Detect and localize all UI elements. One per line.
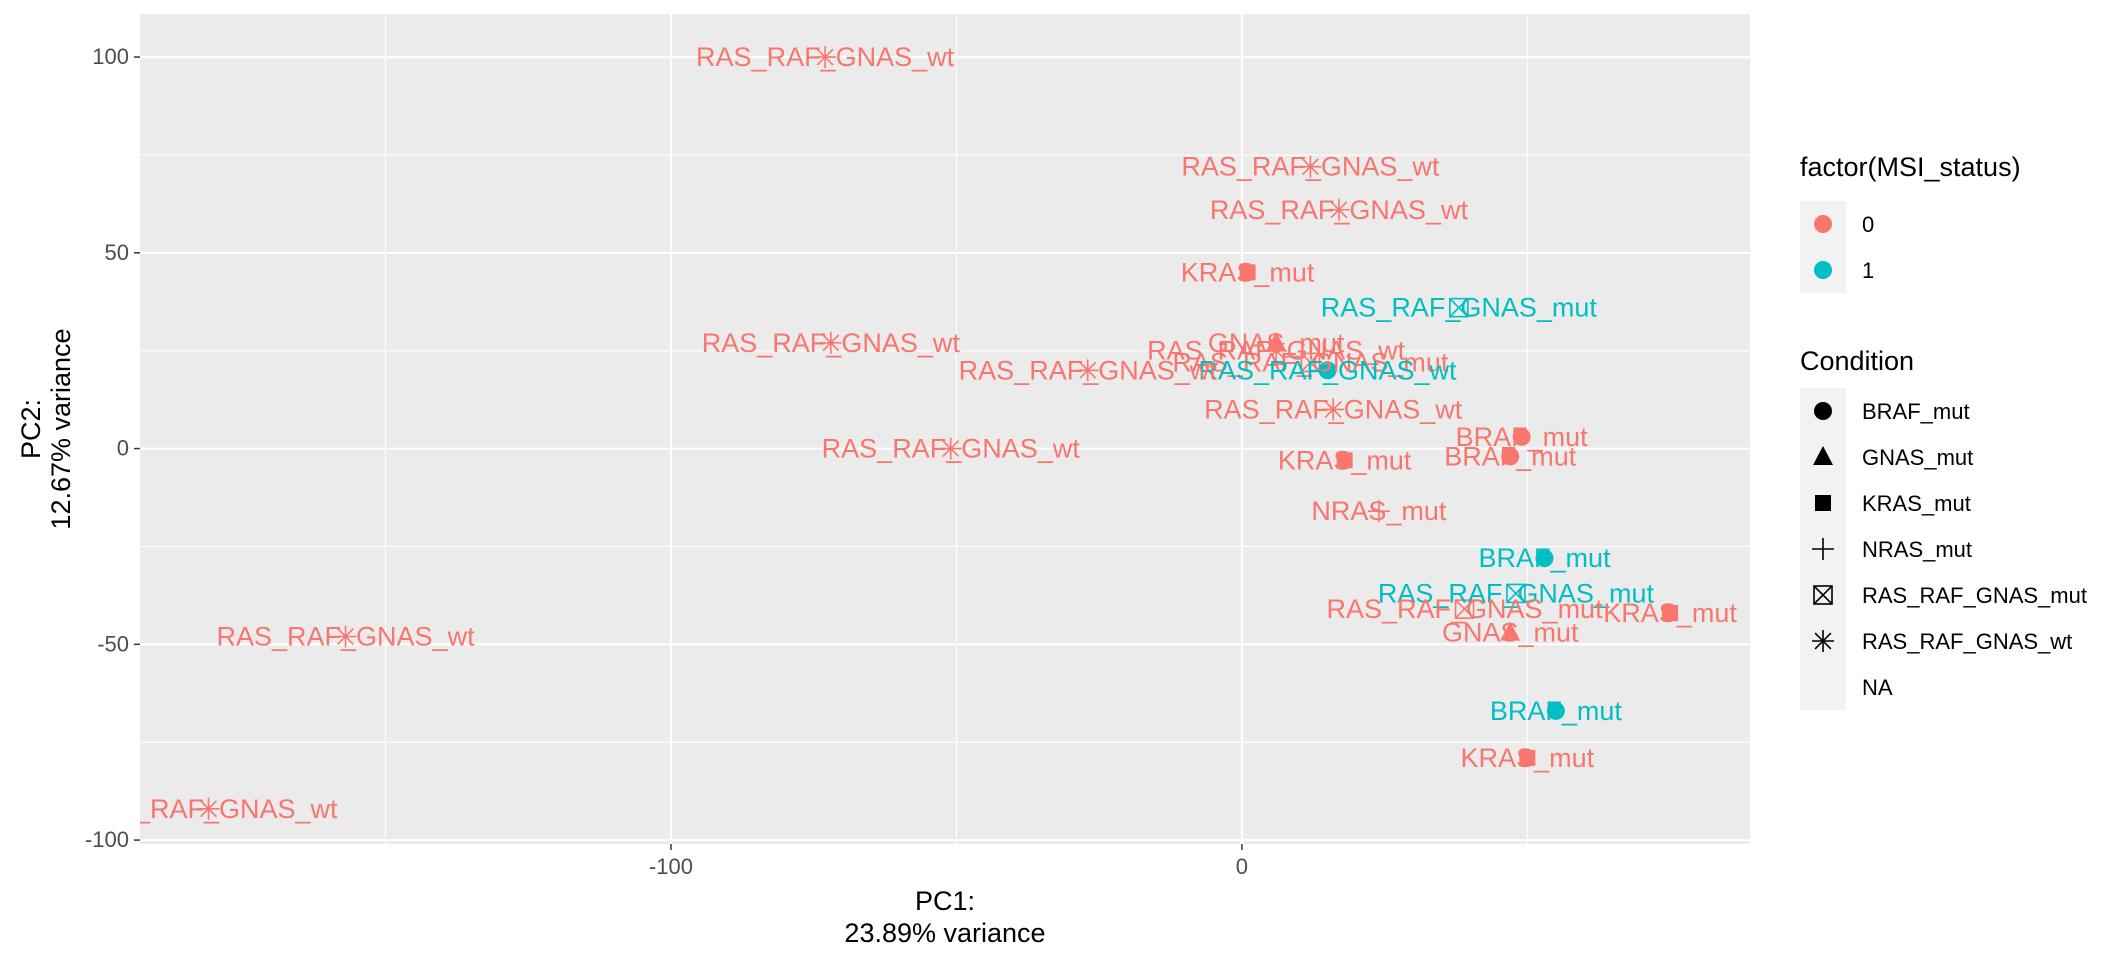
y-axis-title: PC2:	[16, 399, 46, 459]
data-label: RAS_RAF_GNAS_wt	[1210, 195, 1469, 225]
data-point	[814, 46, 837, 69]
plot-panel	[140, 14, 1750, 844]
legend: factor(MSI_status) 0 1 Condition BRAF_mut GNA…	[1800, 152, 2087, 710]
data-label: KRAS_mut	[1278, 445, 1412, 475]
y-tick-label: -100	[85, 827, 129, 852]
data-point	[1299, 155, 1322, 178]
legend-shape-swatch	[1812, 630, 1834, 652]
data-label: GNAS_mut	[1442, 618, 1579, 648]
data-label: RAS_RAF_GNAS_wt	[1204, 394, 1463, 424]
data-label: BRAF_mut	[1456, 422, 1589, 452]
data-label: BRAF_mut	[1444, 441, 1577, 471]
legend-shape-label: NA	[1862, 675, 1893, 700]
data-label: RAS_RAF_GNAS_mut	[1172, 347, 1449, 377]
data-label: RAS_RAF_GNAS_mut	[1326, 594, 1603, 624]
data-point	[1239, 264, 1256, 281]
data-point	[1265, 339, 1288, 362]
legend-shape-label: GNAS_mut	[1862, 445, 1973, 470]
data-label: RAS_RAF_GNAS_wt	[1147, 336, 1406, 366]
data-label: GNAS_mut	[1208, 328, 1345, 358]
shape-legend-title: Condition	[1800, 346, 1914, 376]
legend-shape-label: RAS_RAF_GNAS_mut	[1862, 583, 2087, 608]
data-point	[1449, 297, 1469, 318]
data-point	[1076, 359, 1099, 382]
legend-shape-swatch	[1813, 446, 1833, 465]
x-tick-label: 0	[1236, 854, 1248, 879]
data-label: RAS_RAF_GNAS_wt	[1181, 152, 1440, 182]
data-point	[819, 331, 842, 354]
x-axis-subtitle: 23.89% variance	[844, 918, 1045, 948]
data-point	[1336, 452, 1353, 469]
data-label: RAS_RAF_GNAS_wt	[1198, 355, 1457, 385]
legend-shape-label: RAS_RAF_GNAS_wt	[1862, 629, 2072, 654]
legend-shape-swatch	[1815, 495, 1831, 511]
data-point	[1501, 447, 1520, 466]
data-point	[1512, 427, 1531, 446]
data-label: RAS_RAF_GNAS_wt	[79, 794, 338, 824]
data-label: BRAF_mut	[1478, 543, 1611, 573]
legend-shape-swatch	[1814, 402, 1832, 420]
data-label: RAS_RAF_GNAS_mut	[1321, 293, 1598, 323]
data-point	[334, 625, 357, 648]
y-axis-subtitle: 12.67% variance	[46, 328, 76, 529]
legend-shape-label: KRAS_mut	[1862, 491, 1971, 516]
y-tick-label: 100	[92, 44, 129, 69]
data-point	[939, 437, 962, 460]
legend-shape-label: NRAS_mut	[1862, 537, 1972, 562]
legend-color-swatch	[1814, 261, 1832, 279]
legend-shape-swatch	[1813, 585, 1833, 605]
data-point	[1546, 701, 1565, 720]
x-axis-title: PC1:	[915, 886, 975, 916]
x-tick-label: -100	[649, 854, 693, 879]
legend-color-label: 1	[1862, 258, 1874, 283]
data-point	[1327, 198, 1350, 221]
data-point	[1500, 621, 1521, 641]
data-point	[1300, 352, 1321, 373]
legend-shape-swatch	[1812, 538, 1834, 560]
data-labels: RAS_RAF_GNAS_wtRAS_RAF_GNAS_wtRAS_RAF_GN…	[79, 42, 1737, 824]
data-point	[1506, 583, 1526, 604]
legend-shape-label: BRAF_mut	[1862, 399, 1970, 424]
legend-color-swatch	[1814, 215, 1832, 233]
axes: -100 0 -100 -50 0 50 100	[85, 44, 1248, 879]
legend-key-bg	[1800, 664, 1846, 710]
data-label: RAS_RAF_GNAS_wt	[822, 434, 1081, 464]
color-legend-title: factor(MSI_status)	[1800, 152, 2021, 182]
data-point	[1318, 361, 1337, 380]
data-point	[1454, 599, 1475, 619]
legend-color-label: 0	[1862, 212, 1874, 237]
data-label: BRAF_mut	[1490, 696, 1623, 726]
y-tick-label: 50	[105, 240, 129, 265]
data-point	[1322, 398, 1345, 421]
y-tick-label: -50	[97, 631, 129, 656]
data-label: NRAS_mut	[1311, 496, 1447, 526]
data-label: KRAS_mut	[1461, 743, 1595, 773]
data-point	[1367, 500, 1390, 523]
data-label: RAS_RAF_GNAS_wt	[702, 328, 961, 358]
data-point	[1535, 549, 1554, 568]
data-label: RAS_RAF_GNAS_mut	[1378, 578, 1655, 608]
data-label: KRAS_mut	[1603, 598, 1737, 628]
data-points	[197, 46, 1679, 820]
data-point	[1662, 605, 1679, 622]
data-label: RAS_RAF_GNAS_wt	[959, 355, 1218, 385]
data-point	[197, 797, 220, 820]
data-label: RAS_RAF_GNAS_wt	[696, 42, 955, 72]
data-label: KRAS_mut	[1181, 257, 1315, 287]
y-tick-label: 0	[117, 436, 129, 461]
data-point	[1519, 749, 1536, 766]
data-label: RAS_RAF_GNAS_wt	[216, 622, 475, 652]
